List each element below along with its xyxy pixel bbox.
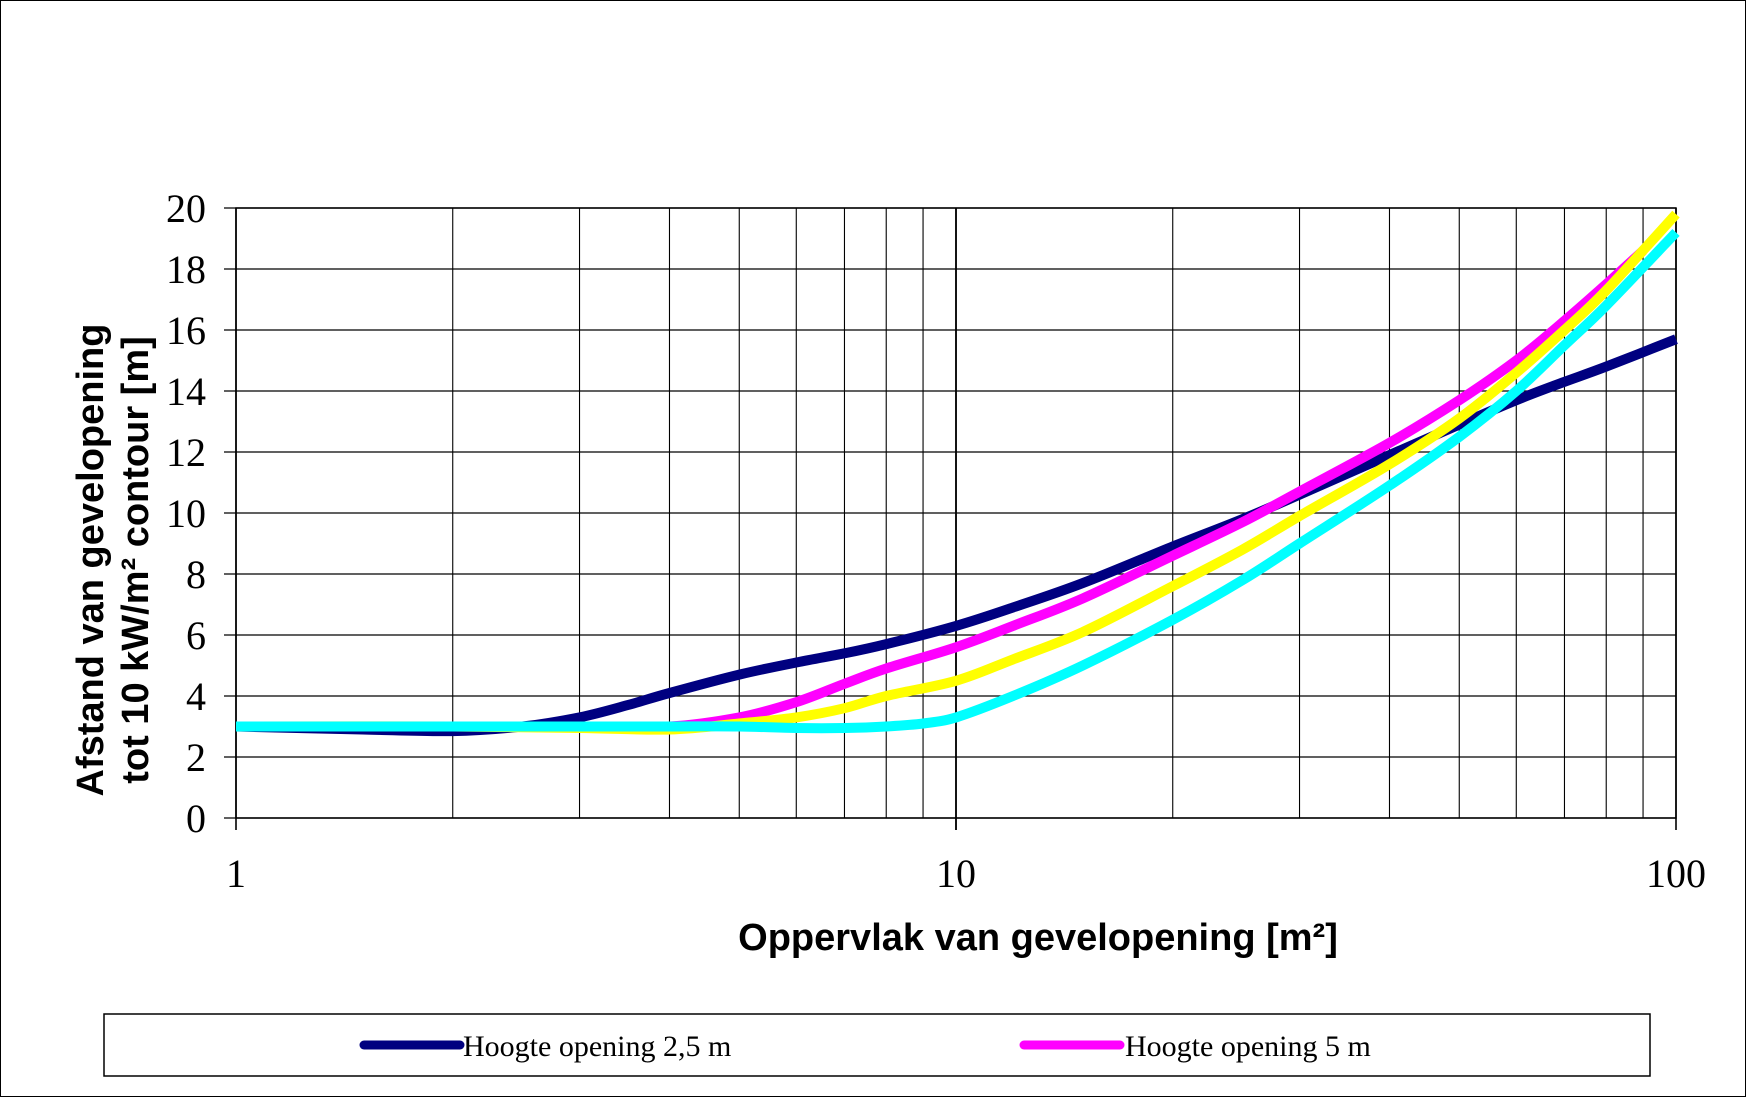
y-tick-label-2: 2 [186,735,206,780]
x-axis-title: Oppervlak van gevelopening [m²] [738,917,1338,959]
y-axis-title-line-1: Afstand van gevelopening [70,324,112,797]
x-tick-label-1: 1 [226,851,246,896]
y-axis-title-line-2: tot 10 kW/m² contour [m] [115,336,157,784]
legend-box [103,1013,1651,1077]
y-tick-label-4: 4 [186,674,206,719]
y-tick-label-10: 10 [166,491,206,536]
series-line-4 [236,228,1680,734]
y-tick-label-8: 8 [186,552,206,597]
legend: Hoogte opening 2,5 m Hoogte opening 5 m [103,1013,1651,1077]
legend-label-series-1: Hoogte opening 2,5 m [463,1030,731,1063]
y-tick-label-16: 16 [166,308,206,353]
y-tick-label-0: 0 [186,796,206,841]
y-tick-label-20: 20 [166,186,206,231]
series-line-2 [236,246,1647,733]
grid [224,207,1677,830]
y-tick-label-6: 6 [186,613,206,658]
y-tick-label-14: 14 [166,369,206,414]
plot-area-border [235,207,1677,819]
legend-label-series-2: Hoogte opening 5 m [1125,1030,1371,1063]
tick-labels: 0 2 4 6 8 10 12 14 16 18 20 1 10 100 [166,186,1706,896]
series-layer [235,210,1680,737]
x-tick-label-100: 100 [1646,851,1706,896]
y-tick-label-18: 18 [166,247,206,292]
y-tick-label-12: 12 [166,430,206,475]
x-tick-label-10: 10 [936,851,976,896]
